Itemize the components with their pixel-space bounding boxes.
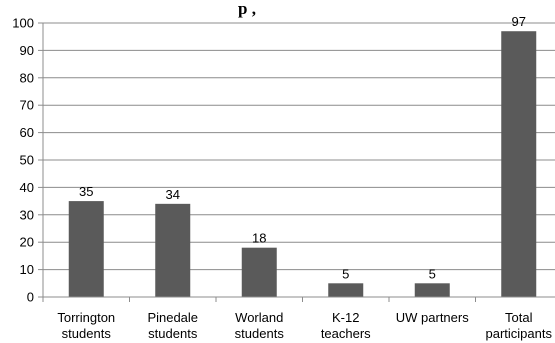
gridlines <box>38 22 555 298</box>
data-label: 18 <box>252 231 266 246</box>
x-tick-label: K-12 <box>332 310 359 325</box>
x-tick-label: Pinedale <box>147 310 198 325</box>
x-tick-label: students <box>62 326 112 341</box>
data-label: 34 <box>166 187 180 202</box>
x-tick-label: Torrington <box>57 310 115 325</box>
x-tick-label: students <box>235 326 285 341</box>
data-label: 97 <box>512 14 526 29</box>
bar <box>414 283 450 297</box>
y-tick-label: 60 <box>20 125 34 140</box>
data-label: 35 <box>79 184 93 199</box>
bar <box>328 283 364 297</box>
x-tick-label: teachers <box>321 326 371 341</box>
y-tick-label: 50 <box>20 153 34 168</box>
y-tick-label: 30 <box>20 207 34 222</box>
y-tick-label: 10 <box>20 262 34 277</box>
bar <box>501 31 537 297</box>
chart-title-fragment: p , <box>238 0 256 18</box>
x-tick-label: participants <box>486 326 553 341</box>
y-tick-label: 90 <box>20 43 34 58</box>
y-tick-label: 80 <box>20 70 34 85</box>
y-tick-label: 40 <box>20 180 34 195</box>
x-axis-labels: TorringtonstudentsPinedalestudentsWorlan… <box>57 310 552 341</box>
bar <box>241 247 277 297</box>
y-tick-label: 70 <box>20 98 34 113</box>
data-labels: 35 34 18 5 5 97 <box>79 14 526 281</box>
data-label: 5 <box>429 266 436 281</box>
x-tick-label: students <box>148 326 198 341</box>
x-tick-label: Worland <box>235 310 283 325</box>
data-label: 5 <box>342 266 349 281</box>
bars <box>42 31 537 302</box>
bar <box>68 201 104 297</box>
y-axis-ticks: 0 10 20 30 40 50 60 70 80 90 100 <box>12 16 34 305</box>
bar <box>155 203 191 297</box>
y-tick-label: 0 <box>27 290 34 305</box>
x-tick-label: UW partners <box>396 310 469 325</box>
y-tick-label: 100 <box>12 16 34 31</box>
y-tick-label: 20 <box>20 235 34 250</box>
x-tick-label: Total <box>505 310 533 325</box>
